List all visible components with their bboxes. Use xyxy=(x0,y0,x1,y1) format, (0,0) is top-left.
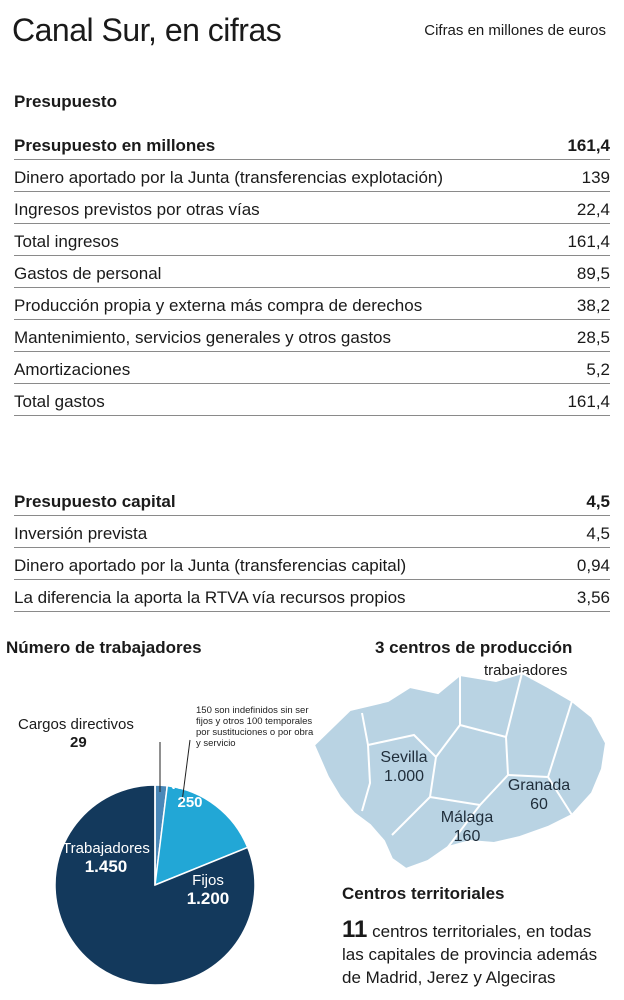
row-value: 28,5 xyxy=(576,328,610,347)
row-label: Ingresos previstos por otras vías xyxy=(14,200,260,219)
city-sevilla: Sevilla 1.000 xyxy=(370,748,438,786)
workers-note: 150 son indefinidos sin ser fijos y otro… xyxy=(196,705,314,749)
city-name: Sevilla xyxy=(380,749,428,766)
units-note: Cifras en millones de euros xyxy=(424,22,606,39)
table-row: Mantenimiento, servicios generales y otr… xyxy=(14,320,610,352)
section-title-presupuesto: Presupuesto xyxy=(14,92,117,111)
row-label: Dinero aportado por la Junta (transferen… xyxy=(14,556,407,575)
row-label: Total ingresos xyxy=(14,232,119,251)
row-label: Mantenimiento, servicios generales y otr… xyxy=(14,328,392,347)
label-no-fijos: No fijos 250 xyxy=(160,776,220,812)
table-row: Gastos de personal 89,5 xyxy=(14,256,610,288)
nofijos-label-text: No fijos xyxy=(164,776,216,793)
row-value: 22,4 xyxy=(576,200,610,219)
table-row: Inversión prevista 4,5 xyxy=(14,516,610,548)
table-row: Dinero aportado por la Junta (transferen… xyxy=(14,160,610,192)
fijos-value: 1.200 xyxy=(186,889,230,908)
row-value: 89,5 xyxy=(576,264,610,283)
capital-table: Presupuesto capital 4,5 Inversión previst… xyxy=(14,484,610,612)
territorial-description: centros territoriales, en todas las capi… xyxy=(342,922,598,987)
row-label: Producción propia y externa más compra d… xyxy=(14,296,423,315)
row-label: Total gastos xyxy=(14,392,105,411)
note-leader-line xyxy=(181,739,191,803)
label-cargos-directivos: Cargos directivos 29 xyxy=(18,716,134,752)
row-value: 161,4 xyxy=(567,232,610,251)
row-label: Presupuesto en millones xyxy=(14,136,216,155)
row-value: 139 xyxy=(581,168,610,187)
city-value: 1.000 xyxy=(383,768,425,785)
pie-slice-no-fijos xyxy=(154,784,249,887)
row-value: 4,5 xyxy=(586,492,610,511)
province-borders xyxy=(361,672,573,848)
table-row: Presupuesto capital 4,5 xyxy=(14,484,610,516)
city-value: 160 xyxy=(453,828,481,845)
workers-title: Número de trabajadores xyxy=(6,638,202,657)
fijos-label-text: Fijos xyxy=(192,872,224,889)
row-label: Amortizaciones xyxy=(14,360,131,379)
table-row: Total ingresos 161,4 xyxy=(14,224,610,256)
trabajadores-value: 1.450 xyxy=(84,857,128,876)
row-value: 0,94 xyxy=(576,556,610,575)
territorial-centers-text: 11 centros territoriales, en todas las c… xyxy=(342,918,614,989)
table-row: Dinero aportado por la Junta (transferen… xyxy=(14,548,610,580)
row-label: Presupuesto capital xyxy=(14,492,176,511)
row-value: 38,2 xyxy=(576,296,610,315)
label-fijos: Fijos 1.200 xyxy=(180,872,236,908)
row-value: 3,56 xyxy=(576,588,610,607)
city-granada: Granada 60 xyxy=(502,776,576,814)
table-row: Total gastos 161,4 xyxy=(14,384,610,416)
city-malaga: Málaga 160 xyxy=(430,808,504,846)
cargos-value: 29 xyxy=(70,734,87,751)
row-value: 161,4 xyxy=(567,136,610,155)
label-trabajadores: Trabajadores 1.450 xyxy=(54,840,158,876)
city-name: Málaga xyxy=(440,809,494,826)
row-label: La diferencia la aporta la RTVA vía recu… xyxy=(14,588,406,607)
row-label: Gastos de personal xyxy=(14,264,162,283)
row-label: Dinero aportado por la Junta (transferen… xyxy=(14,168,444,187)
page-title: Canal Sur, en cifras xyxy=(12,12,282,48)
nofijos-value: 250 xyxy=(177,794,203,811)
table-row: Amortizaciones 5,2 xyxy=(14,352,610,384)
production-centers-unit: trabajadores xyxy=(484,662,568,679)
presupuesto-table: Presupuesto en millones 161,4 Dinero apor… xyxy=(14,128,610,416)
row-value: 5,2 xyxy=(586,360,610,379)
cargos-label-text: Cargos directivos xyxy=(18,716,134,733)
city-name: Granada xyxy=(507,777,571,794)
production-centers-title: 3 centros de producción xyxy=(375,638,573,657)
andalucia-map xyxy=(312,671,608,870)
territorial-count: 11 xyxy=(342,916,368,943)
city-value: 60 xyxy=(530,796,548,813)
trabajadores-label-text: Trabajadores xyxy=(62,840,150,857)
table-row: Ingresos previstos por otras vías 22,4 xyxy=(14,192,610,224)
territorial-centers-title: Centros territoriales xyxy=(342,884,505,903)
row-value: 161,4 xyxy=(567,392,610,411)
table-row: La diferencia la aporta la RTVA vía recu… xyxy=(14,580,610,612)
row-label: Inversión prevista xyxy=(14,524,148,543)
row-value: 4,5 xyxy=(586,524,610,543)
workers-pie-chart xyxy=(54,739,256,986)
table-row: Presupuesto en millones 161,4 xyxy=(14,128,610,160)
table-row: Producción propia y externa más compra d… xyxy=(14,288,610,320)
